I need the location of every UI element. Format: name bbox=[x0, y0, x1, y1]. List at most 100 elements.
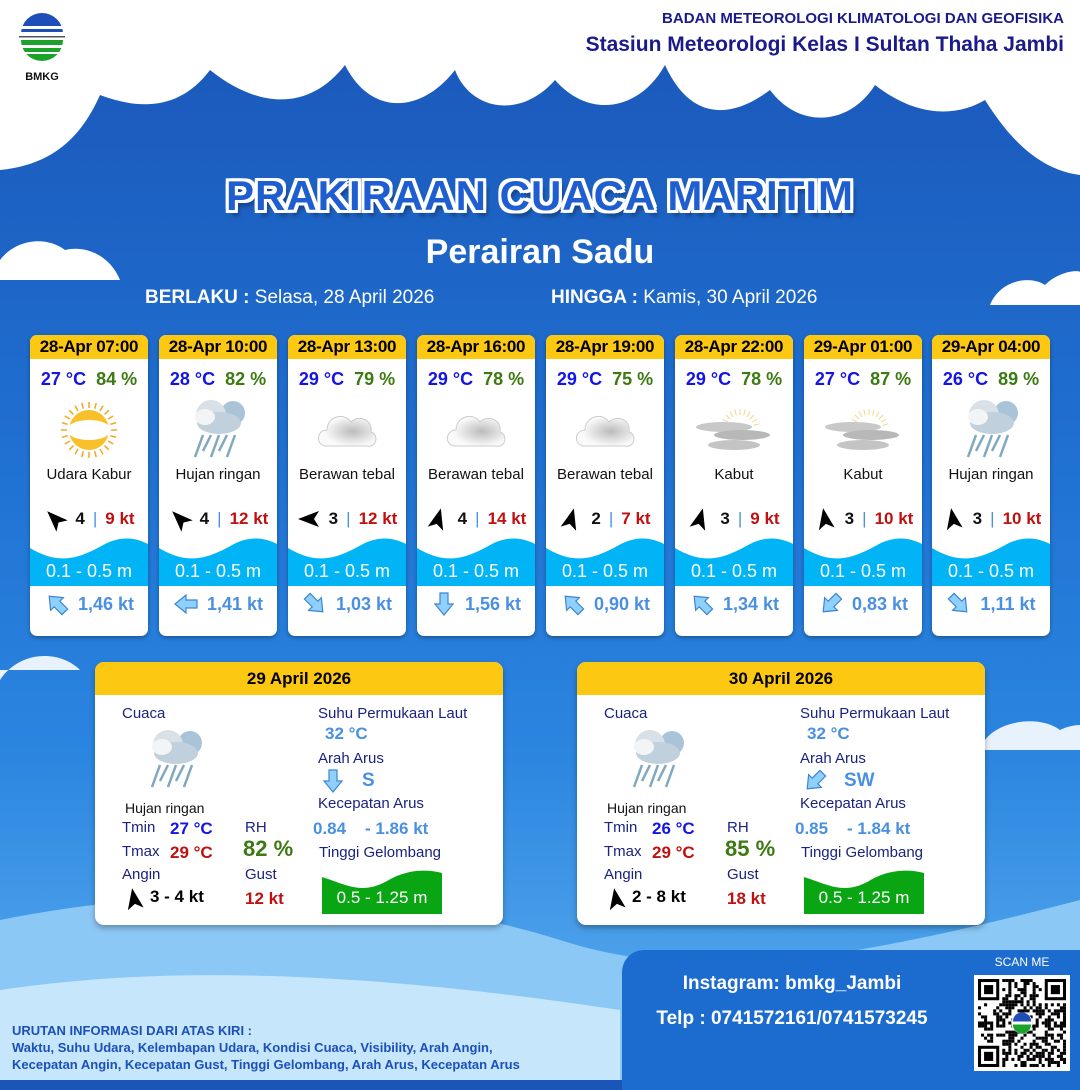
humidity: 78 % bbox=[483, 369, 525, 389]
humidity: 87 % bbox=[870, 369, 912, 389]
tmax-label: Tmax bbox=[604, 843, 642, 860]
rain-icon bbox=[159, 394, 277, 466]
valid-from-value: Selasa, 28 April 2026 bbox=[254, 287, 435, 308]
wind-speed: 3 bbox=[844, 509, 855, 528]
forecast-card: 28-Apr 07:00 27 °C 84 % Udara Kabur 4 | 9 … bbox=[30, 335, 148, 636]
legend-line-2: Kecepatan Angin, Kecepatan Gust, Tinggi … bbox=[12, 1057, 520, 1072]
tmin-label: Tmin bbox=[604, 819, 638, 836]
forecast-time: 29-Apr 04:00 bbox=[932, 335, 1050, 359]
instagram-link[interactable]: Instagram: bmkg_Jambi bbox=[682, 973, 902, 994]
wind-speed: 3 bbox=[720, 509, 730, 528]
wave-height-value: 0.1 - 0.5 m bbox=[819, 561, 907, 581]
air-temperature: 29 °C bbox=[556, 369, 603, 389]
current-direction-label: Arah Arus bbox=[318, 750, 384, 767]
weather-condition: Kabut bbox=[714, 466, 754, 483]
current-direction-value: S bbox=[362, 770, 375, 791]
wave-height: 0.1 - 0.5 m bbox=[417, 536, 535, 586]
wind-direction-icon bbox=[561, 508, 577, 531]
current-info: 1,34 kt bbox=[675, 586, 793, 622]
rain-icon bbox=[932, 394, 1050, 466]
air-temperature: 26 °C bbox=[942, 369, 989, 389]
tmin-value: 26 °C bbox=[652, 819, 695, 838]
wave-height-value: 0.1 - 0.5 m bbox=[947, 561, 1035, 581]
weather-condition: Hujan ringan bbox=[948, 466, 1034, 483]
current-info: 0,90 kt bbox=[546, 586, 664, 622]
current-direction-icon bbox=[433, 592, 455, 616]
daily-summary-panel: 30 April 2026 Cuaca Hujan ringan Tmin 26 … bbox=[577, 662, 985, 925]
current-direction-value: SW bbox=[844, 770, 875, 791]
cloud-small bbox=[0, 656, 80, 680]
current-speed-max: - 1.84 kt bbox=[847, 819, 911, 838]
sst-label: Suhu Permukaan Laut bbox=[318, 705, 468, 722]
divider: | bbox=[217, 509, 222, 528]
humidity: 79 % bbox=[354, 369, 396, 389]
weather-condition: Berawan tebal bbox=[428, 466, 524, 483]
wind-direction-icon bbox=[946, 508, 963, 531]
current-info: 0,83 kt bbox=[804, 586, 922, 622]
current-speed-label: Kecepatan Arus bbox=[318, 795, 424, 812]
divider: | bbox=[990, 509, 995, 528]
legend-title: URUTAN INFORMASI DARI ATAS KIRI : bbox=[12, 1023, 252, 1038]
current-speed: 1,41 kt bbox=[206, 593, 264, 614]
forecast-time: 28-Apr 16:00 bbox=[417, 335, 535, 359]
fog-icon bbox=[675, 394, 793, 466]
current-speed: 1,34 kt bbox=[722, 593, 780, 614]
sea-wave-front bbox=[0, 975, 620, 1080]
wind-info: 3 | 10 kt bbox=[932, 506, 1050, 532]
divider: | bbox=[862, 509, 867, 528]
wave-height-value: 0.5 - 1.25 m bbox=[336, 888, 428, 907]
rh-value: 85 % bbox=[725, 836, 776, 861]
forecast-time: 28-Apr 13:00 bbox=[288, 335, 406, 359]
current-direction-icon bbox=[822, 592, 843, 613]
current-speed: 1,03 kt bbox=[335, 593, 393, 614]
org-name: BADAN METEOROLOGI KLIMATOLOGI DAN GEOFIS… bbox=[662, 10, 1064, 27]
wind-info: 4 | 9 kt bbox=[30, 506, 148, 532]
cloud-icon bbox=[546, 394, 664, 466]
current-speed-min: 0.85 bbox=[795, 819, 829, 838]
sst-value: 32 °C bbox=[325, 724, 368, 743]
air-temperature: 27 °C bbox=[814, 369, 861, 389]
air-temperature: 28 °C bbox=[169, 369, 216, 389]
tmin-label: Tmin bbox=[122, 819, 156, 836]
wind-direction-icon bbox=[609, 888, 626, 911]
humidity: 82 % bbox=[225, 369, 267, 389]
current-speed-max: - 1.86 kt bbox=[365, 819, 429, 838]
wind-speed: 3 bbox=[972, 509, 983, 528]
wind-direction-icon bbox=[818, 508, 835, 531]
info-legend: URUTAN INFORMASI DARI ATAS KIRI : Waktu,… bbox=[12, 1022, 520, 1073]
wind-range: 3 - 4 kt bbox=[150, 887, 204, 906]
wind-direction-icon bbox=[297, 511, 319, 527]
current-info: 1,56 kt bbox=[417, 586, 535, 622]
area-name: Perairan Sadu bbox=[425, 233, 655, 271]
wind-info: 4 | 14 kt bbox=[417, 506, 535, 532]
wind-speed: 3 bbox=[328, 509, 339, 528]
wave-height-value: 0.1 - 0.5 m bbox=[432, 561, 520, 581]
forecast-time: 28-Apr 10:00 bbox=[159, 335, 277, 359]
weather-label: Cuaca bbox=[604, 705, 648, 722]
wave-height-value: 0.1 - 0.5 m bbox=[174, 561, 262, 581]
sst-label: Suhu Permukaan Laut bbox=[800, 705, 950, 722]
current-direction-icon bbox=[564, 595, 585, 616]
wave-height-value: 0.1 - 0.5 m bbox=[45, 561, 133, 581]
weather-condition: Kabut bbox=[843, 466, 883, 483]
tmax-label: Tmax bbox=[122, 843, 160, 860]
humidity: 89 % bbox=[998, 369, 1040, 389]
daily-summary-panel: 29 April 2026 Cuaca Hujan ringan Tmin 27 … bbox=[95, 662, 503, 925]
forecast-card: 28-Apr 10:00 28 °C 82 % Hujan ringan 4 | 1… bbox=[159, 335, 277, 636]
rh-value: 82 % bbox=[243, 836, 294, 861]
wave-height: 0.1 - 0.5 m bbox=[546, 536, 664, 586]
forecast-card: 29-Apr 01:00 27 °C 87 % Kabut 3 | 10 kt 0.… bbox=[804, 335, 922, 636]
legend-line-1: Waktu, Suhu Udara, Kelembapan Udara, Kon… bbox=[12, 1040, 493, 1055]
tmin-value: 27 °C bbox=[170, 819, 213, 838]
wind-direction-icon bbox=[427, 508, 443, 531]
tmax-value: 29 °C bbox=[652, 843, 695, 862]
current-speed: 1,56 kt bbox=[464, 593, 522, 614]
qr-code[interactable] bbox=[974, 975, 1070, 1071]
cloud-icon bbox=[417, 394, 535, 466]
current-speed: 1,11 kt bbox=[980, 593, 1036, 614]
current-direction-icon bbox=[806, 769, 827, 790]
current-info: 1,41 kt bbox=[159, 586, 277, 622]
current-direction-icon bbox=[303, 592, 324, 613]
gust-speed: 14 kt bbox=[487, 509, 527, 528]
wave-height-graphic: 0.5 - 1.25 m bbox=[804, 867, 924, 914]
